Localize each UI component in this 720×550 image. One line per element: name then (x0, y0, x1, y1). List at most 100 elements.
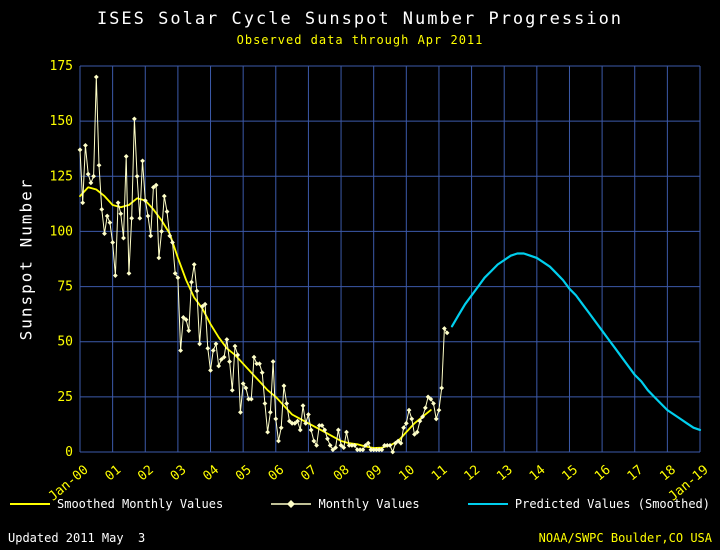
updated-timestamp: Updated 2011 May 3 (8, 531, 146, 545)
data-point-marker (379, 447, 385, 453)
data-point-marker (374, 447, 379, 453)
data-point-marker (93, 74, 99, 80)
data-point-marker (137, 215, 143, 221)
x-tick-label: 08 (331, 463, 353, 485)
series-line (79, 186, 432, 449)
data-point-marker (273, 416, 279, 422)
data-point-marker (142, 198, 148, 203)
data-point-marker (102, 231, 107, 237)
data-point-marker (219, 356, 224, 362)
smoothed-line-swatch-icon (10, 503, 50, 505)
data-point-marker (414, 429, 420, 435)
data-point-marker (243, 385, 249, 391)
data-point-marker (439, 385, 445, 391)
legend-label-monthly: Monthly Values (318, 497, 420, 511)
legend-item-smoothed: Smoothed Monthly Values (10, 497, 223, 511)
data-point-marker (401, 425, 406, 431)
data-point-marker (346, 442, 352, 448)
data-point-marker (403, 420, 409, 426)
data-point-marker (338, 442, 344, 448)
data-point-marker (121, 235, 126, 241)
data-point-marker (308, 427, 314, 433)
data-point-marker (221, 354, 227, 360)
data-point-marker (384, 442, 390, 448)
y-tick-label: 175 (50, 59, 73, 74)
data-point-marker (276, 438, 281, 444)
data-point-marker (194, 288, 200, 294)
data-point-marker (398, 440, 404, 446)
data-point-marker (409, 416, 415, 422)
data-point-marker (118, 211, 124, 217)
data-point-marker (210, 348, 216, 353)
data-point-marker (115, 200, 121, 206)
data-point-marker (382, 442, 387, 448)
data-point-marker (99, 206, 105, 212)
series-line (450, 252, 702, 431)
data-point-marker (224, 337, 230, 342)
data-point-marker (202, 301, 208, 307)
data-point-marker (371, 447, 377, 453)
x-tick-label: 15 (559, 463, 581, 485)
x-tick-label: 07 (298, 463, 320, 485)
data-point-marker (278, 425, 284, 431)
data-point-marker (387, 442, 393, 448)
data-point-marker (352, 442, 358, 448)
data-point-marker (216, 363, 222, 369)
data-point-marker (104, 213, 110, 219)
series-line (79, 76, 448, 453)
data-point-marker (325, 436, 330, 442)
data-point-marker (433, 416, 439, 422)
data-point-marker (300, 403, 306, 409)
data-point-marker (107, 220, 113, 226)
data-point-marker (189, 279, 194, 285)
data-point-marker (175, 275, 181, 281)
data-point-marker (357, 447, 363, 453)
data-point-marker (297, 427, 303, 433)
data-point-marker (335, 427, 341, 433)
data-point-marker (131, 116, 137, 122)
data-point-marker (126, 270, 132, 276)
legend-item-monthly: Monthly Values (271, 497, 420, 511)
legend-label-smoothed: Smoothed Monthly Values (57, 497, 224, 511)
data-point-marker (363, 442, 368, 448)
y-tick-label: 75 (57, 280, 73, 295)
data-point-marker (360, 447, 366, 453)
data-point-marker (232, 343, 238, 349)
data-point-marker (140, 158, 145, 164)
data-point-marker (257, 361, 262, 367)
data-point-marker (306, 412, 311, 417)
data-point-marker (319, 423, 325, 428)
y-tick-label: 50 (57, 335, 73, 350)
data-point-marker (286, 418, 292, 424)
data-point-marker (238, 409, 243, 415)
x-tick-label: 04 (200, 462, 222, 484)
data-point-marker (156, 255, 162, 261)
data-point-marker (77, 147, 83, 153)
x-tick-label: 10 (396, 463, 418, 485)
data-point-marker (148, 233, 154, 239)
data-point-marker (180, 315, 186, 320)
legend-label-predicted: Predicted Values (Smoothed) (514, 497, 710, 511)
data-point-marker (412, 431, 417, 437)
data-point-marker (153, 182, 159, 188)
data-point-marker (208, 367, 213, 373)
data-point-marker (349, 442, 355, 448)
data-point-marker (80, 200, 86, 206)
data-point-marker (88, 180, 94, 186)
data-point-marker (186, 328, 192, 334)
data-point-marker (96, 162, 102, 168)
data-point-marker (314, 442, 319, 448)
data-point-marker (172, 270, 178, 276)
y-tick-label: 125 (50, 169, 73, 184)
data-point-marker (183, 317, 189, 323)
data-point-marker (295, 418, 300, 424)
x-tick-label: 17 (625, 463, 647, 485)
data-point-marker (422, 405, 428, 411)
data-point-marker (322, 427, 328, 433)
data-point-marker (151, 184, 156, 190)
data-point-marker (436, 407, 442, 413)
data-point-marker (170, 240, 175, 245)
data-point-marker (167, 233, 173, 239)
